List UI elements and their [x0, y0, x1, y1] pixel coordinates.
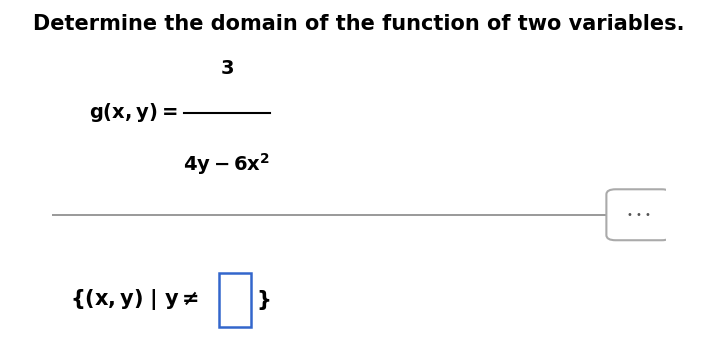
Text: $\mathbf{3}$: $\mathbf{3}$ — [220, 59, 234, 78]
Text: • • •: • • • — [627, 210, 651, 220]
Text: $\mathbf{\{(x,y)\ |\ y \neq}$: $\mathbf{\{(x,y)\ |\ y \neq}$ — [70, 287, 200, 312]
Text: $\mathbf{4y - 6x^2}$: $\mathbf{4y - 6x^2}$ — [183, 151, 270, 177]
Text: $\mathbf{\}}$: $\mathbf{\}}$ — [256, 288, 270, 312]
Text: Determine the domain of the function of two variables.: Determine the domain of the function of … — [33, 14, 685, 34]
Bar — [219, 272, 251, 327]
FancyBboxPatch shape — [607, 189, 671, 240]
Text: $\mathbf{g(x,y) =}$: $\mathbf{g(x,y) =}$ — [89, 101, 177, 124]
